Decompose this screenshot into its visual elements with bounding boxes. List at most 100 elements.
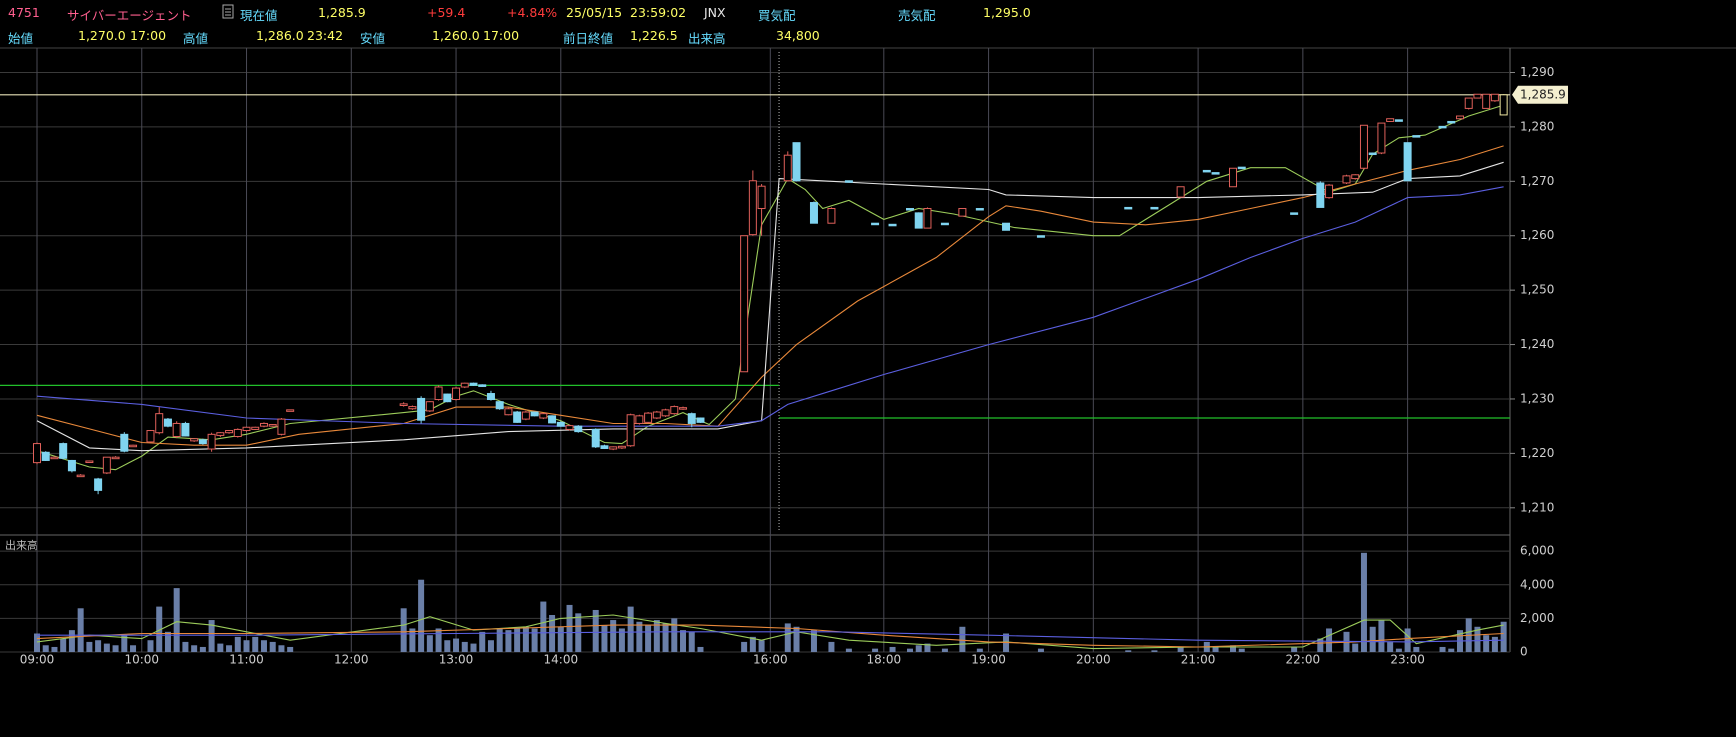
candle-body <box>923 208 932 229</box>
candle-body <box>1377 122 1386 154</box>
volume-bar <box>130 645 137 652</box>
volume-bar <box>1360 552 1367 652</box>
volume-bar <box>924 643 931 652</box>
volume-bar <box>60 638 67 652</box>
candle-body <box>1386 118 1395 122</box>
volume-bar <box>758 640 765 652</box>
candle-body <box>1359 124 1368 169</box>
volume-bar <box>1448 648 1455 652</box>
change-pct: +4.84% <box>507 5 558 20</box>
candle-body <box>41 451 50 461</box>
label: 売気配 <box>898 8 936 23</box>
code: 4751 <box>8 5 40 20</box>
candle-body <box>1394 119 1403 122</box>
x-tick-label: 13:00 <box>439 653 474 667</box>
candle-body <box>434 386 443 401</box>
value: 34,800 <box>776 28 820 43</box>
volume-bar <box>749 636 756 652</box>
change: +59.4 <box>427 5 466 20</box>
volume-bar <box>252 636 259 652</box>
volume-bar <box>845 648 852 652</box>
y-tick-label: 6,000 <box>1520 544 1554 558</box>
y-tick-label: 0 <box>1520 645 1528 659</box>
volume-bar <box>549 615 556 652</box>
candle-body <box>914 212 923 229</box>
volume-bar <box>121 635 128 652</box>
candle-body <box>844 180 853 183</box>
candle-body <box>120 433 129 452</box>
candle-body <box>661 409 670 417</box>
volume-bar <box>208 620 215 652</box>
candle-body <box>1499 94 1508 116</box>
volume-bar <box>1230 645 1237 652</box>
price: 1,285.9 <box>318 5 366 20</box>
x-tick-label: 14:00 <box>544 653 579 667</box>
volume-bar <box>147 640 154 652</box>
candle-body <box>1325 184 1334 199</box>
candle-body <box>1229 167 1238 188</box>
candle-body <box>1316 182 1325 208</box>
candle-body <box>1351 174 1360 180</box>
volume-bar <box>828 641 835 652</box>
candle-body <box>67 459 76 472</box>
volume-bar <box>1238 648 1245 652</box>
volume-bar <box>173 588 180 652</box>
label: 現在値 <box>240 8 278 23</box>
candle-body <box>740 235 749 373</box>
y-tick-label: 1,250 <box>1520 283 1554 297</box>
y-tick-label: 1,230 <box>1520 391 1554 405</box>
candle-body <box>478 384 487 387</box>
candle-body <box>1412 135 1421 138</box>
volume-bar <box>1369 626 1376 652</box>
volume-bar <box>418 579 425 652</box>
moving-average <box>36 145 1504 446</box>
volume-bar <box>77 608 84 652</box>
volume-bar <box>426 635 433 652</box>
volume-bar <box>1326 628 1333 652</box>
y-tick-label: 1,220 <box>1520 446 1554 460</box>
candle-body <box>172 422 181 438</box>
candle-body <box>539 413 548 419</box>
volume-bar <box>1125 650 1132 652</box>
candle-body <box>574 425 583 433</box>
candle-body <box>59 443 68 459</box>
volume-bar <box>243 640 250 652</box>
candle-body <box>181 422 190 437</box>
volume-bar <box>645 625 652 652</box>
candle-body <box>163 418 172 427</box>
volume-bar <box>199 646 206 652</box>
volume-bar <box>1387 641 1394 652</box>
volume-average <box>37 631 1504 643</box>
y-tick-label: 1,280 <box>1520 119 1554 133</box>
candle-body <box>504 408 513 416</box>
candle-body <box>600 445 609 449</box>
volume-bar <box>522 626 529 652</box>
price-tag <box>1512 85 1568 104</box>
volume-bar <box>810 630 817 652</box>
candle-body <box>1464 97 1473 109</box>
volume-bar <box>1413 646 1420 652</box>
volume-bar <box>618 628 625 652</box>
ask: 1,295.0 <box>983 5 1031 20</box>
volume-bar <box>453 638 460 652</box>
volume-bar <box>680 630 687 652</box>
moving-average <box>36 186 1504 427</box>
candle-body <box>827 208 836 224</box>
volume-bar <box>889 646 896 652</box>
candle-body <box>111 456 120 460</box>
volume-bar <box>1177 646 1184 652</box>
value: 1,226.5 <box>630 28 678 43</box>
y-tick-label: 1,290 <box>1520 65 1554 79</box>
y-tick-label: 1,210 <box>1520 500 1554 514</box>
y-tick-label: 1,240 <box>1520 337 1554 351</box>
market: JNX <box>704 5 726 20</box>
candle-body <box>286 409 295 412</box>
candle-body <box>1237 166 1246 170</box>
candle-body <box>530 411 539 417</box>
label: 安値 <box>360 31 386 46</box>
candle-body <box>1202 169 1211 173</box>
volume-bar <box>470 643 477 652</box>
pane-label: 出来高 <box>5 538 38 552</box>
doc-icon[interactable] <box>222 4 234 19</box>
volume-bar <box>1491 636 1498 652</box>
